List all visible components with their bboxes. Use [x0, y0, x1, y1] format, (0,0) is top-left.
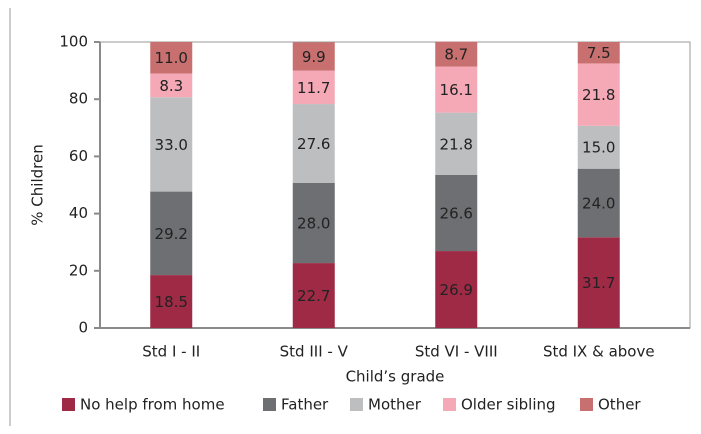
data-label: 9.9	[302, 48, 326, 66]
data-label: 8.7	[444, 46, 468, 64]
bar-segment	[150, 97, 193, 192]
bar-segment	[577, 168, 620, 238]
legend-label: Mother	[368, 396, 422, 414]
legend-swatch	[62, 398, 75, 411]
bar-segment	[150, 42, 193, 74]
data-label: 21.8	[440, 135, 473, 153]
data-label: 31.7	[582, 274, 615, 292]
legend-swatch	[263, 398, 276, 411]
bar-segment	[435, 66, 478, 113]
x-tick-label: Std III - V	[280, 343, 349, 361]
data-label: 11.7	[297, 79, 330, 97]
bar-segment	[435, 112, 478, 175]
bar-segment	[577, 125, 620, 169]
bar-segment	[292, 42, 335, 71]
data-label: 24.0	[582, 195, 615, 213]
x-tick-label: Std IX & above	[543, 343, 655, 361]
bar-segment	[435, 251, 478, 328]
y-tick-label: 100	[59, 33, 88, 51]
legend-label: No help from home	[80, 396, 225, 414]
data-label: 28.0	[297, 215, 330, 233]
data-label: 26.9	[440, 281, 473, 299]
data-label: 21.8	[582, 86, 615, 104]
x-axis-title: Child’s grade	[346, 368, 445, 386]
bar-segment	[435, 41, 478, 67]
bar-segment	[577, 237, 620, 328]
x-tick-label: Std I - II	[142, 343, 200, 361]
bar-segment	[150, 73, 193, 98]
legend-label: Other	[598, 396, 641, 414]
data-label: 7.5	[587, 44, 611, 62]
legend-swatch	[350, 398, 363, 411]
bar-segment	[292, 104, 335, 183]
data-label: 33.0	[155, 136, 188, 154]
data-label: 11.0	[155, 49, 188, 67]
data-label: 29.2	[155, 225, 188, 243]
legend-label: Father	[281, 396, 329, 414]
legend-swatch	[580, 398, 593, 411]
x-tick-label: Std VI - VIII	[415, 343, 498, 361]
y-axis-title: % Children	[29, 144, 47, 225]
data-label: 22.7	[297, 287, 330, 305]
data-label: 26.6	[440, 205, 473, 223]
bar-segment	[292, 70, 335, 105]
bar-segment	[150, 275, 193, 328]
y-tick-label: 60	[69, 147, 88, 165]
data-label: 16.1	[440, 81, 473, 99]
legend-swatch	[443, 398, 456, 411]
bar-segment	[577, 42, 620, 64]
bar-segment	[435, 174, 478, 252]
bar-segment	[150, 191, 193, 276]
y-tick-label: 0	[78, 319, 88, 337]
data-label: 8.3	[159, 77, 183, 95]
bar-segment	[292, 263, 335, 328]
legend-label: Older sibling	[461, 396, 556, 414]
data-label: 18.5	[155, 293, 188, 311]
y-tick-label: 20	[69, 261, 88, 279]
data-label: 27.6	[297, 135, 330, 153]
y-tick-label: 40	[69, 204, 88, 222]
y-tick-label: 80	[69, 90, 88, 108]
bar-segment	[577, 63, 620, 126]
bar-segment	[292, 182, 335, 264]
data-label: 15.0	[582, 139, 615, 157]
